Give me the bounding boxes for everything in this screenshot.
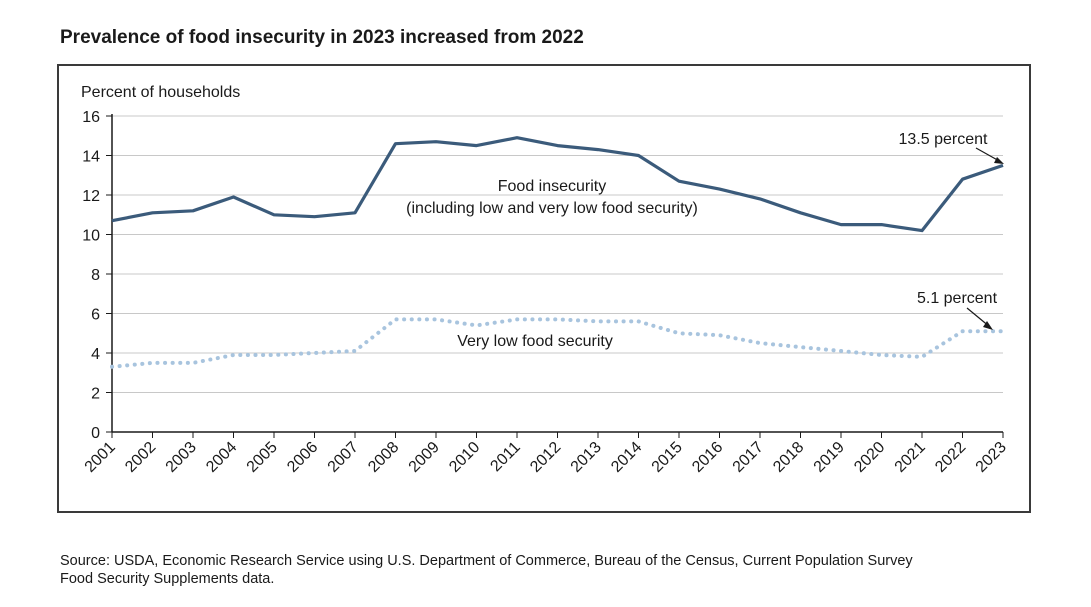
source-line-1: Source: USDA, Economic Research Service … [60,553,913,569]
y-tick-label-6: 6 [91,307,100,324]
x-tick-label-2010: 2010 [446,439,483,476]
x-tick-label-2009: 2009 [406,439,443,476]
x-tick-label-2004: 2004 [203,439,240,476]
annotations: 13.5 percent 5.1 percent [899,131,1004,330]
annotation-food-insecurity-2023: 13.5 percent [899,131,989,148]
x-tick-label-2013: 2013 [568,439,605,476]
x-tick-label-2006: 2006 [284,439,321,476]
x-tick-label-2022: 2022 [932,439,969,476]
y-tick-label-4: 4 [91,346,100,363]
source-note: Source: USDA, Economic Research Service … [60,552,1060,588]
series-lines [110,136,1005,369]
y-tick-label-14: 14 [82,149,100,166]
x-tick-label-2020: 2020 [851,439,888,476]
x-tick-label-2008: 2008 [365,439,402,476]
series-line-food-insecurity [111,136,1004,233]
x-tick-label-2001: 2001 [82,439,119,476]
x-tick-label-2016: 2016 [689,439,726,476]
x-tick-label-2012: 2012 [527,439,564,476]
y-tick-label-16: 16 [82,109,100,126]
y-tick-label-10: 10 [82,228,100,245]
x-tick-label-2019: 2019 [811,439,848,476]
x-tick-label-2017: 2017 [730,439,767,476]
y-axis-ticks: 0 2 4 6 8 10 12 14 16 [82,109,112,442]
series-labels: Food insecurity (including low and very … [406,178,698,350]
x-tick-label-2023: 2023 [973,439,1010,476]
axes [111,114,1003,433]
source-line-2: Food Security Supplements data. [60,571,275,587]
x-tick-label-2018: 2018 [770,439,807,476]
x-tick-label-2003: 2003 [163,439,200,476]
x-tick-label-2021: 2021 [892,439,929,476]
series-label-food-insecurity-line2: (including low and very low food securit… [406,200,698,217]
annotation-arrowhead-very-low [983,321,993,330]
x-tick-label-2011: 2011 [487,439,523,475]
y-tick-label-8: 8 [91,267,100,284]
chart-title: Prevalence of food insecurity in 2023 in… [60,27,584,48]
series-label-very-low-food-security: Very low food security [457,333,613,350]
x-tick-label-2002: 2002 [122,439,159,476]
y-axis-label: Percent of households [81,84,240,101]
annotation-arrowhead-food-insecurity [994,157,1004,164]
y-tick-label-2: 2 [91,386,100,403]
gridlines [112,115,1003,393]
series-line-very-low-food-security [110,317,1005,369]
annotation-very-low-2023: 5.1 percent [917,290,998,307]
x-tick-label-2015: 2015 [649,439,686,476]
x-tick-label-2014: 2014 [608,439,645,476]
x-axis-ticks: 2001 2002 2003 2004 2005 2006 2007 2008 2009 2010… [82,432,1010,476]
x-tick-label-2005: 2005 [244,439,281,476]
y-tick-label-0: 0 [91,425,100,442]
y-tick-label-12: 12 [82,188,100,205]
chart-frame [57,64,1031,513]
series-label-food-insecurity-line1: Food insecurity [498,178,607,195]
x-tick-label-2007: 2007 [325,439,362,476]
